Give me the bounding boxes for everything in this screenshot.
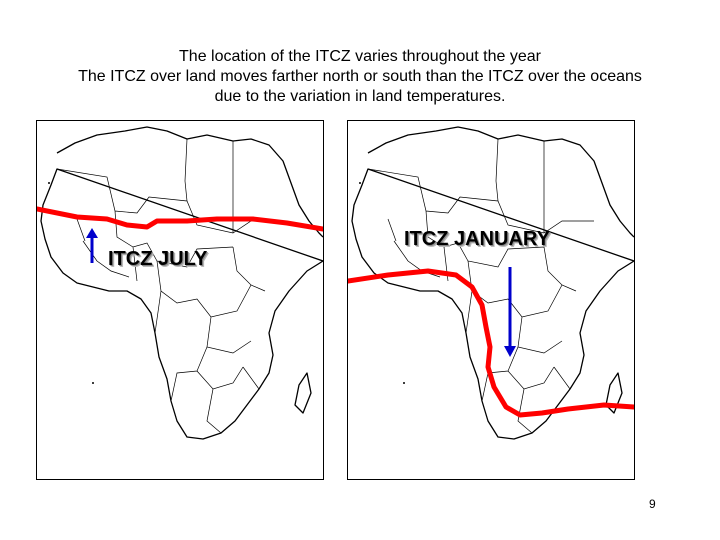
islands xyxy=(359,182,623,414)
itcz-line-july xyxy=(37,206,323,232)
country-borders xyxy=(367,138,594,434)
country-borders xyxy=(56,138,283,434)
arrow-south-icon xyxy=(504,267,516,357)
map-january: ITCZ JANUARY xyxy=(347,120,635,480)
label-itcz-july: ITCZ JULY xyxy=(108,248,208,270)
itcz-line-january xyxy=(348,268,634,418)
africa-map-january xyxy=(348,126,634,440)
page-number: 9 xyxy=(649,497,656,511)
africa-map-july xyxy=(37,126,323,440)
arrow-north-icon xyxy=(86,228,98,263)
title-line-3: due to the variation in land temperature… xyxy=(214,88,506,105)
slide-title: The location of the ITCZ varies througho… xyxy=(0,47,720,107)
title-line-1: The location of the ITCZ varies througho… xyxy=(179,48,541,65)
label-itcz-january: ITCZ JANUARY xyxy=(404,228,550,250)
africa-coastline xyxy=(351,126,634,440)
islands xyxy=(48,182,312,414)
africa-coastline xyxy=(40,126,323,440)
map-july: ITCZ JULY xyxy=(36,120,324,480)
title-line-2: The ITCZ over land moves farther north o… xyxy=(78,68,642,85)
